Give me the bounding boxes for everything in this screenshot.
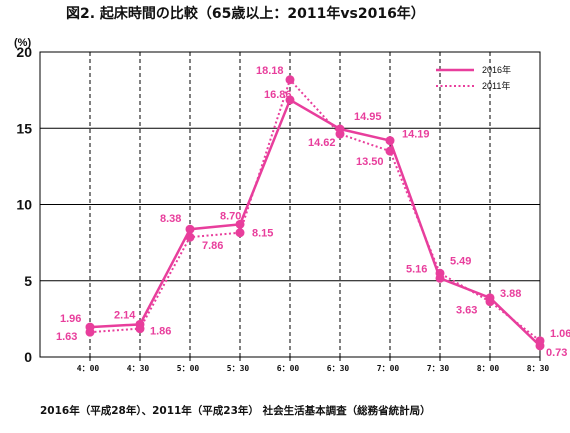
legend-label: 2011年 xyxy=(482,80,510,91)
x-tick-label: 4：00 xyxy=(77,364,100,373)
data-label: 5.49 xyxy=(450,255,471,267)
x-tick-label: 6：30 xyxy=(327,364,350,373)
x-tick-label: 7：30 xyxy=(427,364,450,373)
data-label: 13.50 xyxy=(356,156,384,168)
x-tick-label: 5：30 xyxy=(227,364,250,373)
x-axis-ticks: 4：00 4：30 5：00 5：30 6：00 6：30 7：00 7：30 8：00 8：30 xyxy=(77,357,550,373)
x-tick-label: 8：00 xyxy=(477,364,500,373)
data-point xyxy=(285,95,295,105)
data-point xyxy=(135,324,145,334)
x-tick-label: 5：00 xyxy=(177,364,200,373)
data-point xyxy=(185,232,195,242)
gridlines xyxy=(40,52,540,357)
y-unit-label: (%) xyxy=(14,37,31,49)
data-point xyxy=(335,129,345,139)
data-label: 5.16 xyxy=(406,263,427,275)
legend-label: 2016年 xyxy=(482,64,511,75)
series-line-2011 xyxy=(89,77,541,342)
data-label: 8.70 xyxy=(220,210,241,222)
legend: 2016年 2011年 xyxy=(436,64,511,91)
data-label: 8.15 xyxy=(252,228,273,240)
data-label: 14.19 xyxy=(402,129,430,141)
data-point xyxy=(535,336,545,346)
data-label: 2.14 xyxy=(114,309,136,321)
data-labels: 1.96 2.14 8.38 8.70 16.86 14.95 14.19 5.16 3.88 0… xyxy=(56,65,570,359)
data-point xyxy=(285,75,295,85)
x-tick-label: 4：30 xyxy=(127,364,150,373)
y-tick-label: 10 xyxy=(16,197,32,213)
data-label: 1.86 xyxy=(150,326,171,338)
x-tick-label: 6：00 xyxy=(277,364,300,373)
data-label: 1.96 xyxy=(60,313,81,325)
data-label: 18.18 xyxy=(256,65,284,77)
data-point xyxy=(85,327,95,337)
chart-title: 図2. 起床時間の比較（65歳以上：2011年vs2016年） xyxy=(66,5,425,22)
data-label: 16.86 xyxy=(264,89,292,101)
y-axis-ticks: 0 5 10 15 20 xyxy=(16,44,32,365)
data-label: 14.62 xyxy=(308,137,336,149)
x-tick-label: 8：30 xyxy=(527,364,550,373)
data-label: 3.88 xyxy=(500,288,521,300)
data-label: 1.06 xyxy=(550,328,570,340)
data-point xyxy=(385,146,395,156)
data-point xyxy=(485,297,495,307)
data-label: 14.95 xyxy=(354,111,382,123)
data-label: 8.38 xyxy=(160,213,181,225)
data-point xyxy=(235,228,245,238)
x-tick-label: 7：00 xyxy=(377,364,400,373)
data-label: 7.86 xyxy=(202,240,223,252)
data-point xyxy=(385,136,395,146)
data-point xyxy=(435,268,445,278)
y-tick-label: 0 xyxy=(24,349,32,365)
data-label: 1.63 xyxy=(56,331,77,343)
data-label: 3.63 xyxy=(456,305,477,317)
source-note: 2016年（平成28年）、2011年（平成23年） 社会生活基本調査（総務省統計… xyxy=(40,404,431,417)
data-point xyxy=(235,219,245,229)
y-tick-label: 20 xyxy=(16,44,32,60)
y-tick-label: 5 xyxy=(24,273,32,289)
y-tick-label: 15 xyxy=(16,120,32,136)
series-layer xyxy=(85,75,545,351)
data-label: 0.73 xyxy=(546,347,567,359)
data-point xyxy=(185,224,195,234)
